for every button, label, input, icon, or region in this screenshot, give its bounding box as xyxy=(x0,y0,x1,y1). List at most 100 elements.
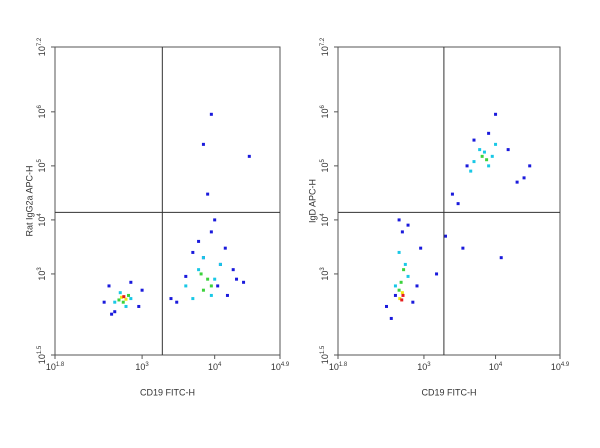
point xyxy=(197,239,201,243)
tick-base: 10 xyxy=(320,109,330,119)
tick-label: 101.5 xyxy=(37,345,48,364)
point xyxy=(443,234,447,238)
tick-label: 105 xyxy=(37,159,48,173)
point xyxy=(401,293,405,297)
tick-base: 10 xyxy=(320,46,330,56)
point xyxy=(393,284,397,288)
y-axis-label: Rat IgG2a APC-H xyxy=(24,165,34,236)
tick-exponent: 7.2 xyxy=(320,37,326,46)
tick-exponent: 6 xyxy=(320,105,326,109)
tick-label: 101.5 xyxy=(320,345,331,364)
tick-base: 10 xyxy=(37,354,47,364)
point xyxy=(400,291,404,295)
tick-base: 10 xyxy=(37,46,47,56)
point xyxy=(231,268,235,272)
tick-label: 104 xyxy=(489,362,503,373)
point xyxy=(406,274,410,278)
tick-base: 10 xyxy=(320,271,330,281)
point xyxy=(213,277,217,281)
tick-base: 10 xyxy=(46,362,56,372)
tick-label: 106 xyxy=(37,105,48,119)
point xyxy=(129,280,133,284)
point xyxy=(411,300,415,304)
tick-exponent: 4.9 xyxy=(561,362,570,368)
point xyxy=(465,164,469,168)
point xyxy=(175,300,179,304)
tick-exponent: 1.5 xyxy=(37,345,43,354)
tick-label: 103 xyxy=(417,362,431,373)
point xyxy=(140,288,144,292)
point xyxy=(482,150,486,154)
tick-base: 10 xyxy=(320,354,330,364)
tick-exponent: 5 xyxy=(320,159,326,163)
tick-label: 107.2 xyxy=(37,37,48,56)
tick-exponent: 3 xyxy=(37,267,43,271)
point xyxy=(206,277,210,281)
tick-label: 104.9 xyxy=(271,362,290,373)
point xyxy=(528,164,532,168)
x-axis-label: CD19 FITC-H xyxy=(421,387,476,397)
point xyxy=(487,131,491,135)
tick-base: 10 xyxy=(320,217,330,227)
point xyxy=(213,218,217,222)
tick-exponent: 4.9 xyxy=(281,362,290,368)
point xyxy=(107,284,111,288)
point xyxy=(110,312,114,316)
tick-label: 104 xyxy=(320,213,331,227)
tick-base: 10 xyxy=(37,271,47,281)
tick-exponent: 1.8 xyxy=(339,362,348,368)
point xyxy=(522,176,526,180)
point xyxy=(209,230,213,234)
point xyxy=(456,202,460,206)
tick-label: 103 xyxy=(37,267,48,281)
point xyxy=(515,180,519,184)
point xyxy=(122,295,126,299)
tick-label: 104 xyxy=(208,362,222,373)
point xyxy=(403,262,407,266)
tick-base: 10 xyxy=(208,362,218,372)
tick-exponent: 1.8 xyxy=(56,362,65,368)
tick-base: 10 xyxy=(37,109,47,119)
point xyxy=(398,297,402,301)
tick-label: 104 xyxy=(37,213,48,227)
tick-exponent: 1.5 xyxy=(320,345,326,354)
point xyxy=(113,300,117,304)
tick-base: 10 xyxy=(271,362,281,372)
point xyxy=(129,297,133,301)
y-axis-label: IgD APC-H xyxy=(307,179,317,223)
tick-base: 10 xyxy=(320,163,330,173)
point xyxy=(435,272,439,276)
point xyxy=(472,138,476,142)
tick-label: 103 xyxy=(135,362,149,373)
point xyxy=(124,304,128,308)
point xyxy=(121,300,125,304)
tick-base: 10 xyxy=(489,362,499,372)
point xyxy=(494,112,498,116)
point xyxy=(400,298,404,302)
tick-label: 103 xyxy=(320,267,331,281)
tick-label: 106 xyxy=(320,105,331,119)
point xyxy=(247,154,251,158)
point xyxy=(419,246,423,250)
point xyxy=(209,284,213,288)
tick-base: 10 xyxy=(417,362,427,372)
point xyxy=(201,142,205,146)
point xyxy=(102,300,106,304)
point xyxy=(469,169,473,173)
point xyxy=(406,223,410,227)
point xyxy=(235,277,239,281)
point xyxy=(209,293,213,297)
tick-exponent: 4 xyxy=(37,213,43,217)
tick-exponent: 7.2 xyxy=(37,37,43,46)
point xyxy=(389,316,393,320)
point xyxy=(487,164,491,168)
point xyxy=(402,268,406,272)
point xyxy=(197,268,201,272)
point xyxy=(397,218,401,222)
point xyxy=(450,192,454,196)
point xyxy=(119,295,123,299)
point xyxy=(494,142,498,146)
point xyxy=(199,272,203,276)
tick-label: 104.9 xyxy=(551,362,570,373)
tick-base: 10 xyxy=(329,362,339,372)
